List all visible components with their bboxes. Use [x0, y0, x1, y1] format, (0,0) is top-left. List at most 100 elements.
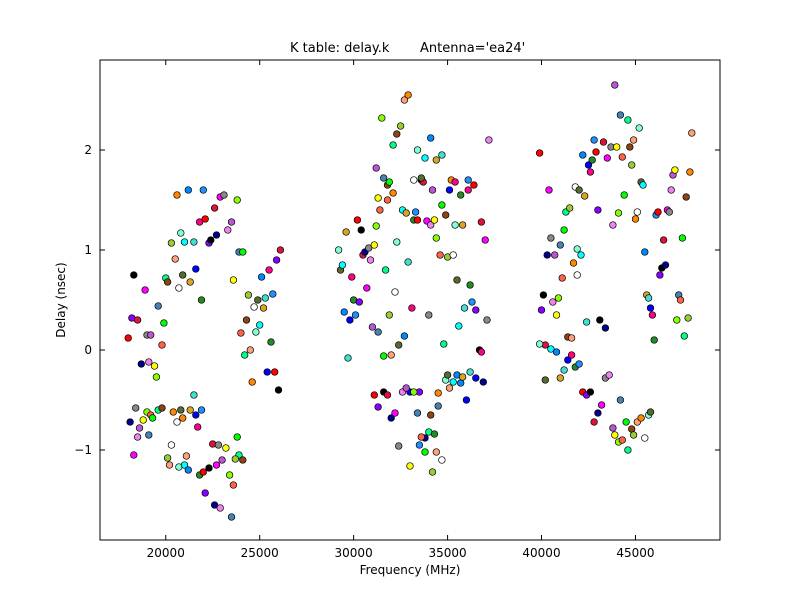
data-point	[622, 418, 630, 426]
data-point	[597, 401, 606, 409]
data-point	[427, 221, 435, 229]
data-point	[368, 323, 377, 331]
data-point	[130, 271, 138, 279]
data-point	[618, 153, 626, 161]
data-point	[680, 332, 688, 340]
data-point	[639, 181, 647, 189]
data-point	[374, 328, 382, 336]
data-point	[641, 248, 649, 256]
data-point	[667, 186, 675, 194]
data-point	[581, 192, 589, 200]
data-point	[214, 441, 223, 449]
data-point	[244, 291, 253, 299]
data-point	[592, 148, 600, 156]
data-point	[207, 236, 215, 244]
data-point	[573, 271, 581, 279]
data-point	[449, 378, 457, 386]
data-point	[477, 218, 486, 226]
data-point	[239, 248, 247, 256]
data-point	[453, 276, 461, 284]
data-point	[372, 164, 380, 172]
data-point	[242, 316, 251, 324]
data-point	[145, 358, 153, 366]
data-point	[338, 261, 347, 269]
data-point	[479, 378, 487, 386]
data-point	[466, 281, 474, 289]
data-point	[334, 246, 343, 254]
data-point	[564, 356, 572, 364]
data-point	[460, 304, 469, 312]
data-point	[402, 209, 410, 217]
data-point	[438, 151, 446, 159]
data-point	[346, 316, 354, 324]
data-point	[383, 196, 392, 204]
x-tick-label: 20000	[147, 546, 185, 560]
data-point	[434, 389, 442, 397]
data-point	[259, 304, 268, 312]
data-point	[421, 448, 429, 456]
data-point	[180, 461, 189, 469]
data-point	[212, 231, 221, 239]
data-point	[184, 186, 192, 194]
data-point	[411, 208, 420, 216]
data-point	[391, 409, 399, 417]
data-point	[611, 431, 619, 439]
data-point	[678, 234, 687, 242]
data-point	[582, 318, 591, 326]
data-point	[374, 194, 382, 202]
chart-title-antenna: Antenna='ea24'	[420, 41, 525, 56]
data-point	[575, 360, 583, 368]
data-point	[229, 276, 238, 284]
data-point	[413, 216, 422, 224]
data-point	[190, 391, 198, 399]
data-point	[408, 304, 416, 312]
data-point	[417, 433, 425, 441]
data-point	[560, 366, 568, 374]
data-point	[173, 191, 181, 199]
data-point	[184, 466, 192, 474]
data-point	[389, 189, 397, 197]
data-point	[545, 186, 553, 194]
data-point	[376, 206, 384, 214]
data-point	[132, 404, 140, 412]
data-point	[628, 161, 636, 169]
data-point	[380, 174, 388, 182]
data-point	[629, 136, 638, 144]
data-point	[464, 186, 472, 194]
data-point	[676, 296, 685, 304]
data-point	[158, 404, 166, 412]
data-point	[169, 408, 177, 416]
data-point	[641, 434, 649, 442]
data-point	[145, 431, 153, 439]
data-point	[374, 403, 382, 411]
data-point	[250, 303, 258, 311]
data-point	[179, 271, 187, 279]
data-point	[560, 226, 568, 234]
data-point	[224, 226, 232, 234]
data-point	[410, 388, 418, 396]
data-point	[365, 244, 373, 252]
data-point	[370, 391, 378, 399]
data-point	[391, 288, 399, 296]
data-point	[603, 154, 611, 162]
data-point	[637, 414, 645, 422]
data-point	[205, 464, 213, 472]
data-point	[387, 351, 395, 359]
data-point	[432, 234, 440, 242]
data-point	[179, 414, 187, 422]
data-point	[451, 178, 459, 186]
data-point	[241, 351, 249, 359]
data-point	[477, 348, 486, 356]
data-point	[342, 228, 350, 236]
data-point	[671, 166, 679, 174]
data-point	[432, 156, 440, 164]
data-point	[413, 409, 422, 417]
data-point	[385, 311, 393, 319]
x-tick-label: 25000	[241, 546, 279, 560]
data-point	[167, 239, 176, 247]
data-point	[436, 251, 444, 259]
data-point	[165, 461, 174, 469]
x-tick-label: 30000	[335, 546, 373, 560]
data-point	[180, 238, 189, 246]
data-point	[485, 136, 493, 144]
